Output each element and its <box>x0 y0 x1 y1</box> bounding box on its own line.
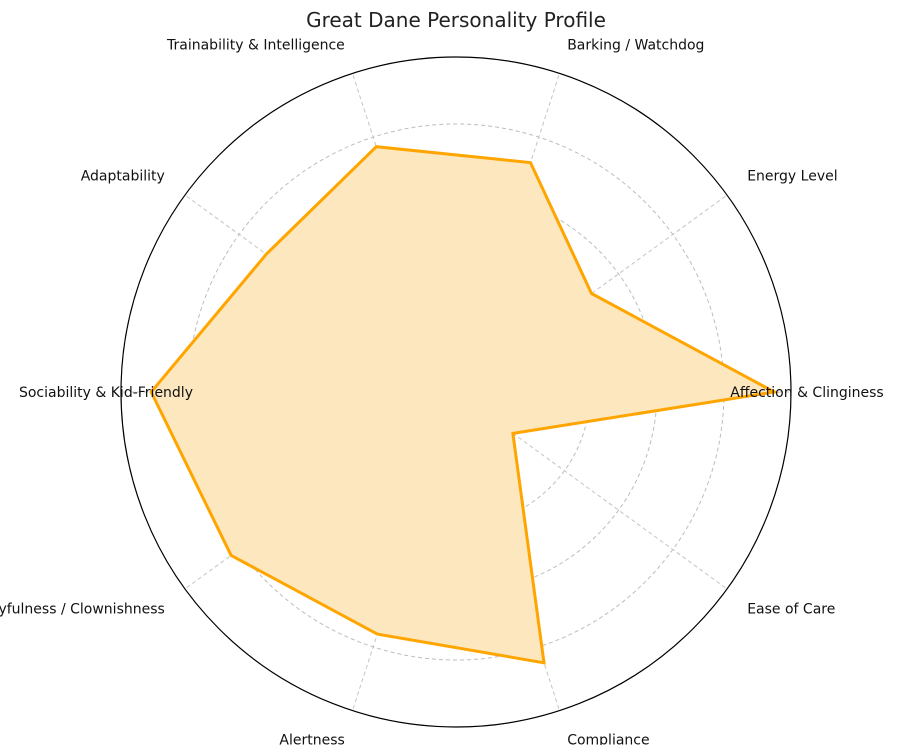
axis-label: Energy Level <box>747 168 837 184</box>
axis-label: Affection & Clinginess <box>730 385 883 401</box>
axis-label: Playfulness / Clownishness <box>0 602 165 618</box>
axis-label: Sociability & Kid-Friendly <box>19 385 193 401</box>
series-area <box>151 147 774 663</box>
axis-label: Barking / Watchdog <box>567 38 704 54</box>
axis-label: Alertness <box>279 732 344 745</box>
axis-label: Compliance <box>567 732 649 745</box>
axis-label: Ease of Care <box>747 602 835 618</box>
data-layer <box>151 147 774 663</box>
axis-label: Adaptability <box>81 168 165 184</box>
chart-title: Great Dane Personality Profile <box>306 8 606 32</box>
axis-label: Trainability & Intelligence <box>166 38 345 54</box>
